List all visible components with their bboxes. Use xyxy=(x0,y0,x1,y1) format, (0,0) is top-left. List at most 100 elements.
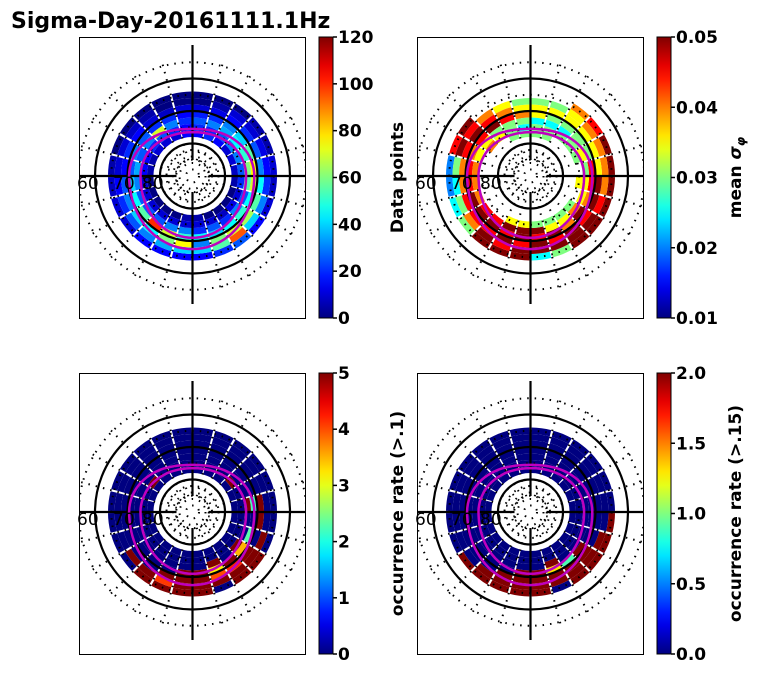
heatmap-bin xyxy=(178,226,192,235)
colorbar: 0.01 0.02 0.03 0.04 0.05 mean σφ xyxy=(656,28,748,329)
heatmap-bin xyxy=(461,141,474,159)
heatmap-bin xyxy=(568,500,576,512)
lat-gridline-dotted xyxy=(516,498,545,526)
heatmap-bin xyxy=(563,199,576,213)
heatmap-bin xyxy=(225,450,243,466)
heatmap-bin xyxy=(564,489,575,502)
heatmap-bin xyxy=(215,544,229,557)
heatmap-bin xyxy=(125,548,142,567)
heatmap-bin xyxy=(239,126,254,143)
heatmap-bin xyxy=(193,556,206,564)
heatmap-bin xyxy=(236,499,245,512)
colorbar-tick-label: 4 xyxy=(338,420,350,440)
heatmap-bin xyxy=(117,531,131,551)
heatmap-bin xyxy=(111,197,125,218)
heatmap-bin xyxy=(485,512,493,524)
heatmap-bin xyxy=(449,533,463,554)
heatmap-bin xyxy=(153,195,165,208)
heatmap-bin xyxy=(558,531,570,544)
heatmap-bin xyxy=(142,114,160,130)
heatmap-bin xyxy=(210,443,228,456)
heatmap-bin xyxy=(478,512,487,525)
colorbar-gradient xyxy=(656,36,672,319)
heatmap-bin xyxy=(261,492,271,512)
lat-label: 60 xyxy=(415,510,437,530)
lat-label: 60 xyxy=(415,174,437,194)
heatmap-bin xyxy=(581,457,598,476)
heatmap-bin xyxy=(125,121,142,140)
heatmap-bin xyxy=(570,524,581,538)
axes-frame xyxy=(79,373,306,655)
heatmap-bin xyxy=(485,553,501,568)
heatmap-bin xyxy=(108,177,117,197)
heatmap-bin xyxy=(208,449,225,461)
heatmap-bin xyxy=(153,531,165,544)
heatmap-bin xyxy=(581,480,594,497)
heatmap-bin xyxy=(147,500,155,512)
heatmap-bin xyxy=(489,549,504,563)
heatmap-bin xyxy=(114,156,124,176)
heatmap-bin xyxy=(229,445,247,461)
lat-label: 70 xyxy=(113,510,135,530)
heatmap-bin xyxy=(226,522,237,535)
heatmap-bin xyxy=(492,100,512,114)
heatmap-bin xyxy=(505,551,519,562)
heatmap-bin xyxy=(572,130,587,147)
oval-outer xyxy=(127,463,256,587)
heatmap-bin xyxy=(551,244,572,258)
heatmap-bin xyxy=(123,477,136,495)
heatmap-bin xyxy=(236,512,245,525)
heatmap-bin xyxy=(232,188,243,202)
heatmap-bin xyxy=(125,457,142,476)
heatmap-bin xyxy=(123,141,136,159)
heatmap-bin xyxy=(455,137,469,157)
colorbar-tick-label: 80 xyxy=(338,122,362,142)
heatmap-bin xyxy=(455,195,469,215)
heatmap-bin xyxy=(509,251,530,261)
heatmap-bin xyxy=(501,119,517,131)
heatmap-bin xyxy=(509,427,530,437)
figure-title: Sigma-Day-20161111.1Hz xyxy=(11,9,330,34)
heatmap-bin xyxy=(549,574,569,588)
heatmap-bin xyxy=(254,531,268,551)
heatmap-bin xyxy=(178,453,192,462)
heatmap-bin xyxy=(138,563,156,579)
heatmap-bin xyxy=(531,434,550,443)
heatmap-bin xyxy=(154,436,174,450)
heatmap-bin xyxy=(111,470,125,491)
heatmap-bin xyxy=(567,109,585,125)
heatmap-bin xyxy=(220,195,232,208)
heatmap-bin xyxy=(212,203,225,216)
panel-data-points: 60 70 80 0 20 40 60 80 100 120 Data points xyxy=(77,28,408,329)
heatmap-bin xyxy=(138,227,156,243)
heatmap-bin xyxy=(541,132,553,142)
colorbar-tick-label: 0.0 xyxy=(676,645,706,665)
heatmap-bin xyxy=(549,238,569,252)
heatmap-bin xyxy=(136,130,151,147)
heatmap-bin xyxy=(211,574,231,588)
heatmap-bin xyxy=(234,541,249,558)
heatmap-bin xyxy=(204,215,218,226)
heatmap-bin xyxy=(581,144,594,161)
heatmap-bin xyxy=(474,483,486,498)
heatmap-bin xyxy=(268,491,277,511)
heatmap-bin xyxy=(167,215,181,226)
heatmap-bin xyxy=(560,456,576,471)
lat-gridline-dotted xyxy=(178,498,207,526)
colorbar-gradient xyxy=(318,36,334,319)
oval-inner xyxy=(477,466,586,576)
heatmap-bin xyxy=(531,587,552,597)
heatmap-bin xyxy=(446,513,455,533)
heatmap-bin xyxy=(461,529,474,547)
colorbar-tick-label: 0 xyxy=(338,645,350,665)
heatmap-bin xyxy=(138,445,156,461)
heatmap-bin xyxy=(581,212,598,231)
heatmap-bin xyxy=(449,197,463,218)
heatmap-bin xyxy=(147,217,163,232)
heatmap-bin xyxy=(575,483,587,498)
heatmap-bin xyxy=(163,119,179,131)
heatmap-bin xyxy=(446,491,455,511)
heatmap-bin xyxy=(542,215,556,226)
heatmap-bin xyxy=(243,121,260,140)
heatmap-bin xyxy=(548,107,566,120)
